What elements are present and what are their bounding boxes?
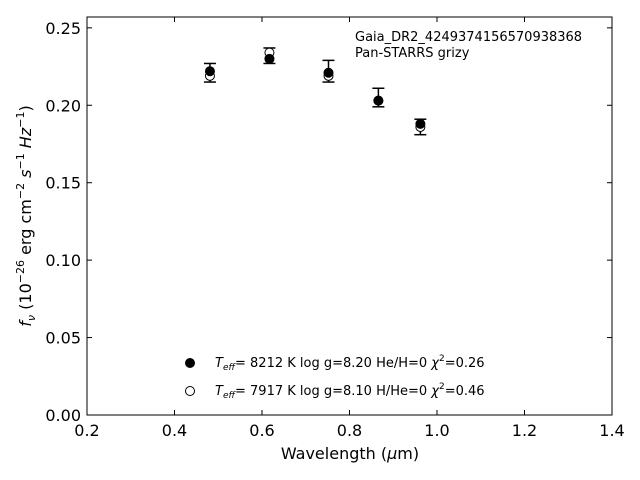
legend-entry-model-1: Teff= 8212 K log g=8.20 He/H=0 χ2=0.26 bbox=[215, 354, 485, 373]
x-tick-label: 0.6 bbox=[249, 421, 274, 440]
x-axis-label: Wavelength (μm) bbox=[281, 444, 419, 463]
object-name-annotation: Gaia_DR2_4249374156570938368 bbox=[355, 30, 582, 45]
model-point-filled bbox=[323, 67, 334, 78]
y-axis-label: fν (10−26 erg cm−2 s−1 Hz−1) bbox=[14, 105, 38, 326]
filter-set-annotation: Pan-STARRS grizy bbox=[355, 46, 470, 61]
legend-entry-model-2: Teff= 7917 K log g=8.10 H/He=0 χ2=0.46 bbox=[215, 382, 485, 401]
legend-marker-open bbox=[185, 386, 195, 396]
y-tick-label: 0.20 bbox=[45, 96, 81, 115]
y-tick-label: 0.10 bbox=[45, 251, 81, 270]
x-tick-label: 0.2 bbox=[74, 421, 99, 440]
y-axis-ticks: 0.00 0.05 0.10 0.15 0.20 0.25 bbox=[45, 19, 612, 425]
model-point-filled bbox=[204, 66, 215, 77]
model-point-filled bbox=[373, 95, 384, 106]
legend: Teff= 8212 K log g=8.20 He/H=0 χ2=0.26 T… bbox=[185, 354, 485, 401]
data-points bbox=[204, 47, 426, 132]
model-point-filled bbox=[264, 53, 275, 64]
legend-marker-filled bbox=[185, 358, 195, 368]
y-tick-label: 0.15 bbox=[45, 174, 81, 193]
y-tick-label: 0.00 bbox=[45, 406, 81, 425]
x-tick-label: 1.0 bbox=[424, 421, 449, 440]
x-tick-label: 0.8 bbox=[337, 421, 362, 440]
y-tick-label: 0.25 bbox=[45, 19, 81, 38]
x-tick-label: 1.4 bbox=[599, 421, 624, 440]
x-tick-label: 1.2 bbox=[512, 421, 537, 440]
y-tick-label: 0.05 bbox=[45, 329, 81, 348]
model-point-filled bbox=[415, 118, 426, 129]
x-tick-label: 0.4 bbox=[162, 421, 187, 440]
x-axis-ticks: 0.2 0.4 0.6 0.8 1.0 1.2 1.4 bbox=[74, 17, 625, 440]
